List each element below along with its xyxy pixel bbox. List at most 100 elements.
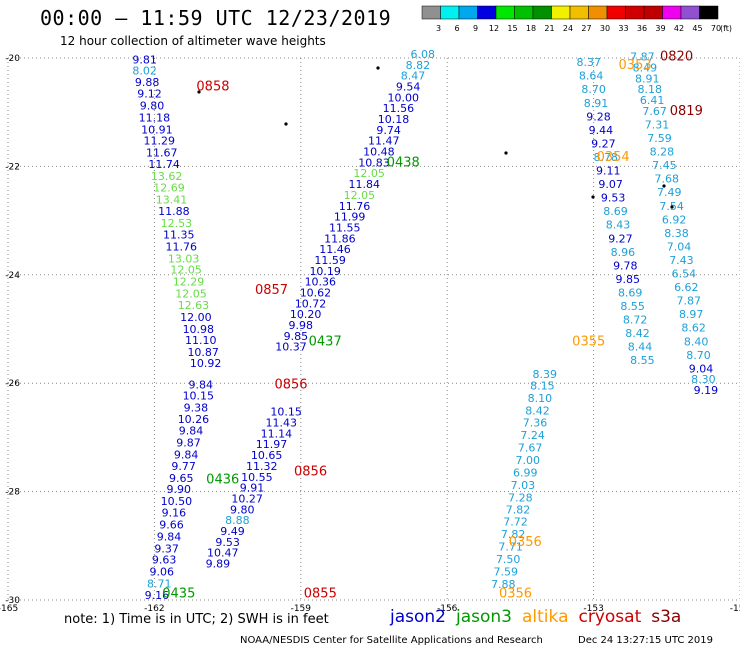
y-tick-label: -20 — [5, 54, 20, 64]
data-point-label: 7.87 — [630, 51, 655, 64]
data-point-label: 8.15 — [530, 380, 555, 393]
data-point-label: 9.37 — [154, 542, 179, 555]
data-point-label: 8.38 — [664, 227, 689, 240]
time-annotation: 0355 — [572, 334, 605, 349]
y-tick-label: -24 — [5, 271, 20, 281]
data-point-label: 9.38 — [184, 401, 209, 414]
data-point-label: 10.36 — [305, 276, 337, 289]
time-annotation: 0819 — [670, 104, 703, 119]
data-point-label: 6.99 — [513, 466, 538, 479]
colorbar-label: 9 — [473, 24, 478, 33]
data-point-label: 9.19 — [694, 384, 719, 397]
data-point-label: 9.65 — [169, 472, 194, 485]
data-point-label: 11.84 — [348, 178, 380, 191]
data-point-label: 11.59 — [314, 254, 346, 267]
colorbar-label: 36 — [637, 24, 647, 33]
time-annotation: 0437 — [309, 334, 342, 349]
data-point-label: 10.26 — [178, 413, 210, 426]
data-point-label: 7.59 — [494, 566, 519, 579]
island-dot — [376, 66, 380, 70]
data-point-label: 8.30 — [691, 373, 716, 386]
data-point-label: 9.77 — [171, 460, 196, 473]
data-point-label: 9.16 — [145, 589, 170, 602]
x-tick-label: -150 — [730, 604, 740, 614]
time-annotation: 0857 — [255, 283, 288, 298]
data-point-label: 12.69 — [153, 181, 185, 194]
legend-entry-s3a: s3a — [651, 607, 682, 627]
data-point-label: 8.42 — [625, 327, 650, 340]
time-annotation: 0856 — [294, 464, 327, 479]
data-point-label: 8.49 — [633, 62, 658, 75]
colorbar-label: 39 — [655, 24, 665, 33]
data-point-label: 8.18 — [637, 83, 662, 96]
colorbar-label: 6 — [454, 24, 459, 33]
data-point-label: 9.80 — [230, 503, 255, 516]
data-point-label: 7.04 — [667, 240, 692, 253]
data-point-label: 8.71 — [147, 578, 172, 591]
data-point-label: 8.10 — [528, 392, 553, 405]
footer-note: note: 1) Time is in UTC; 2) SWH is in fe… — [64, 612, 329, 627]
x-tick-label: -153 — [583, 604, 603, 614]
data-point-label: 8.70 — [686, 349, 711, 362]
y-tick-label: -22 — [5, 162, 20, 172]
data-point-label: 8.55 — [620, 300, 645, 313]
data-point-label: 9.74 — [376, 124, 401, 137]
data-point-label: 6.08 — [411, 48, 436, 61]
data-point-label: 8.96 — [611, 246, 636, 259]
legend-entry-cryosat: cryosat — [578, 607, 642, 627]
data-point-label: 13.41 — [156, 193, 188, 206]
data-point-label: 8.40 — [684, 335, 709, 348]
data-point-label: 8.69 — [618, 286, 643, 299]
y-tick-label: -26 — [5, 379, 20, 389]
time-annotation: 0855 — [304, 586, 337, 601]
data-point-label: 9.85 — [284, 330, 309, 343]
data-point-label: 13.62 — [151, 170, 183, 183]
data-point-label: 12.05 — [353, 167, 385, 180]
data-point-label: 9.66 — [159, 518, 184, 531]
colorbar-label: 24 — [563, 24, 573, 33]
data-point-label: 12.63 — [178, 299, 210, 312]
data-point-label: 11.76 — [339, 200, 371, 213]
data-point-label: 10.00 — [388, 91, 420, 104]
data-point-label: 9.27 — [608, 232, 633, 245]
data-point-label: 9.84 — [157, 530, 182, 543]
data-point-label: 10.27 — [231, 492, 263, 505]
colorbar-unit: (ft) — [720, 24, 732, 33]
data-point-label: 7.82 — [506, 503, 531, 516]
data-point-label: 8.70 — [581, 83, 606, 96]
x-tick-label: -162 — [144, 604, 164, 614]
time-annotation: 0438 — [387, 155, 420, 170]
data-point-label: 7.50 — [496, 553, 521, 566]
x-tick-label: -159 — [291, 604, 312, 614]
data-point-label: 9.28 — [586, 110, 611, 123]
data-point-label: 10.47 — [207, 547, 239, 560]
island-dot — [284, 122, 288, 126]
data-point-label: 7.49 — [657, 186, 682, 199]
x-tick-label: -165 — [0, 604, 18, 614]
data-point-label: 12.00 — [180, 311, 212, 324]
data-point-label: 9.06 — [149, 566, 174, 579]
data-point-label: 11.10 — [185, 334, 217, 347]
data-point-label: 10.62 — [300, 286, 332, 299]
data-point-label: 9.53 — [215, 536, 240, 549]
data-point-label: 11.46 — [319, 243, 351, 256]
data-point-label: 6.62 — [674, 281, 699, 294]
time-annotation: 0356 — [499, 586, 532, 601]
colorbar-label: 33 — [618, 24, 628, 33]
data-point-label: 10.87 — [187, 346, 219, 359]
data-point-label: 9.84 — [174, 449, 199, 462]
data-point-label: 11.76 — [165, 240, 197, 253]
data-point-label: 8.47 — [401, 70, 426, 83]
data-point-label: 11.99 — [334, 211, 366, 224]
data-point-label: 8.91 — [635, 72, 660, 85]
island-dot — [504, 151, 508, 155]
data-point-label: 9.89 — [206, 557, 231, 570]
colorbar-label: 18 — [526, 24, 536, 33]
time-annotation: 0353 — [619, 58, 652, 73]
data-point-label: 11.55 — [329, 221, 361, 234]
data-point-label: 9.84 — [189, 379, 214, 392]
time-annotation: 0356 — [509, 535, 542, 550]
data-point-label: 9.78 — [613, 259, 638, 272]
data-point-label: 7.24 — [520, 429, 545, 442]
colorbar-label: 70 — [711, 24, 721, 33]
